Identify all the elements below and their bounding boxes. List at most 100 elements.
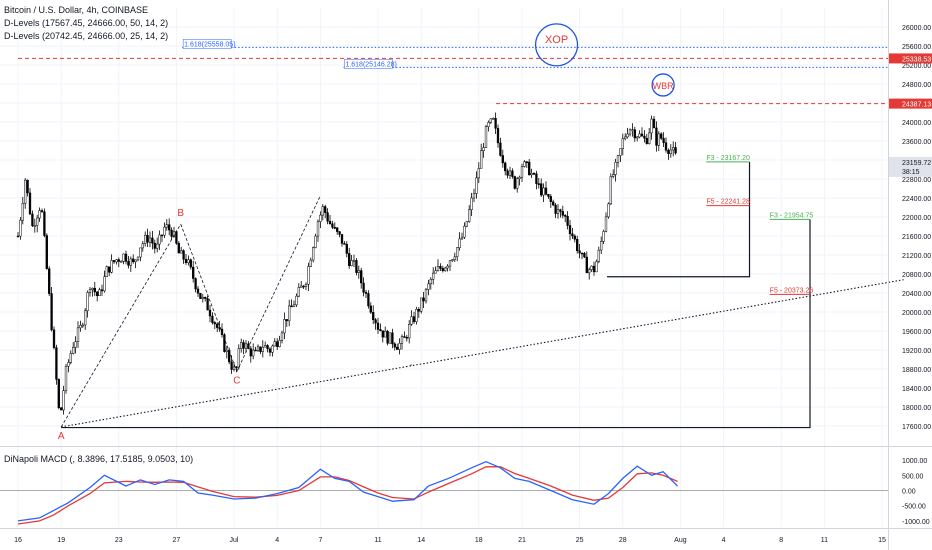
price-tick-label: 20400.00 [902, 291, 931, 298]
target-box [61, 219, 811, 429]
candle-body [76, 327, 80, 343]
candle-body [16, 235, 20, 238]
trendline [61, 279, 904, 428]
drawings: A B C 1.618(25558.05) 1.618(25146.28) F3 - 23… [18, 23, 904, 442]
candle-body [103, 276, 106, 292]
candle-body [74, 341, 77, 348]
candle-body [312, 247, 315, 261]
chart-title-legend: Bitcoin / U.S. Dollar, 4h, COINBASE [4, 5, 149, 15]
candle-body [417, 309, 420, 312]
candle-body [225, 349, 228, 352]
candle-body [636, 136, 639, 139]
candle-body [148, 237, 152, 243]
candle-body [352, 260, 356, 262]
candle-body [297, 287, 300, 297]
candle-body [343, 243, 346, 245]
candle-body [643, 135, 646, 139]
price-tick-label: 26000.00 [902, 25, 931, 32]
candle-body [268, 348, 272, 353]
candle-body [69, 353, 72, 363]
candle-body [254, 349, 257, 352]
candle-body [580, 252, 584, 255]
time-tick-label: 27 [173, 537, 181, 544]
level-label: 1.618(25146.28) [345, 61, 396, 68]
candle-body [249, 348, 252, 357]
candle-body [662, 138, 665, 143]
candle-body [585, 256, 588, 274]
candle-body [460, 236, 464, 240]
candle-body [206, 298, 209, 311]
price-badge-label: 25338.53 [902, 56, 931, 63]
candle-body [621, 138, 624, 149]
candle-body [604, 216, 608, 232]
candle-body [240, 342, 243, 349]
price-tick-label: 18800.00 [902, 367, 931, 374]
candle-body [120, 261, 123, 263]
candle-body [412, 316, 416, 322]
candle-body [420, 297, 423, 312]
candle-body [38, 210, 41, 219]
candle-body [235, 366, 238, 369]
candle-body [549, 196, 552, 203]
candle-body [300, 285, 303, 288]
candle-body [410, 316, 413, 325]
candle-body [559, 209, 562, 212]
price-tick-label: 24000.00 [902, 120, 931, 127]
candle-body [321, 206, 324, 216]
candle-body [566, 215, 569, 226]
candle-body [655, 127, 658, 146]
candle-body [441, 268, 444, 271]
price-tick-label: 17600.00 [902, 424, 931, 431]
candle-body [232, 366, 236, 370]
candle-body [273, 341, 276, 347]
candle-body [451, 259, 454, 262]
candle-body [242, 342, 245, 349]
candle-body [88, 289, 92, 293]
candle-body [436, 266, 440, 271]
candle-body [261, 346, 264, 352]
dlevels-legend-1: D-Levels (17567.45, 24666.00, 50, 14, 2) [4, 18, 169, 28]
candle-body [463, 225, 466, 238]
time-tick-label: Aug [674, 537, 687, 544]
candle-body [204, 297, 207, 299]
target-label: F5 - 22241.28 [706, 199, 750, 206]
candle-body [381, 330, 384, 338]
candle-body [672, 147, 675, 151]
price-tick-label: 18000.00 [902, 405, 931, 412]
candle-body [499, 142, 502, 156]
candle-body [513, 176, 516, 189]
candle-body [403, 336, 406, 338]
time-tick-label: 14 [417, 537, 425, 544]
time-tick-label: 19 [57, 537, 65, 544]
candle-body [196, 288, 200, 294]
candle-body [259, 346, 262, 352]
candle-body [367, 293, 370, 307]
candle-body [40, 210, 44, 212]
candle-body [540, 183, 543, 196]
candle-body [400, 336, 404, 344]
candle-body [506, 170, 509, 176]
candle-body [172, 231, 176, 237]
time-tick-label: 25 [576, 537, 584, 544]
time-tick-label: 8 [779, 537, 783, 544]
candle-body [129, 258, 132, 266]
candle-body [96, 291, 99, 297]
candle-body [482, 147, 485, 151]
candle-body [477, 168, 480, 179]
candle-body [43, 211, 46, 236]
candle-body [508, 170, 512, 176]
time-tick-label: 11 [821, 537, 828, 544]
candle-body [571, 233, 574, 237]
candle-body [619, 148, 622, 156]
candle-body [81, 324, 84, 327]
candle-body [590, 265, 593, 270]
candle-body [578, 250, 581, 254]
candle-body [520, 166, 524, 178]
candle-body [62, 390, 65, 411]
candle-body [374, 319, 377, 324]
candle-body [72, 347, 75, 354]
macd-legend: DiNapoli MACD (, 8.3896, 17.5185, 9.0503… [4, 454, 194, 464]
candle-body [597, 249, 600, 262]
candle-body [271, 345, 274, 353]
